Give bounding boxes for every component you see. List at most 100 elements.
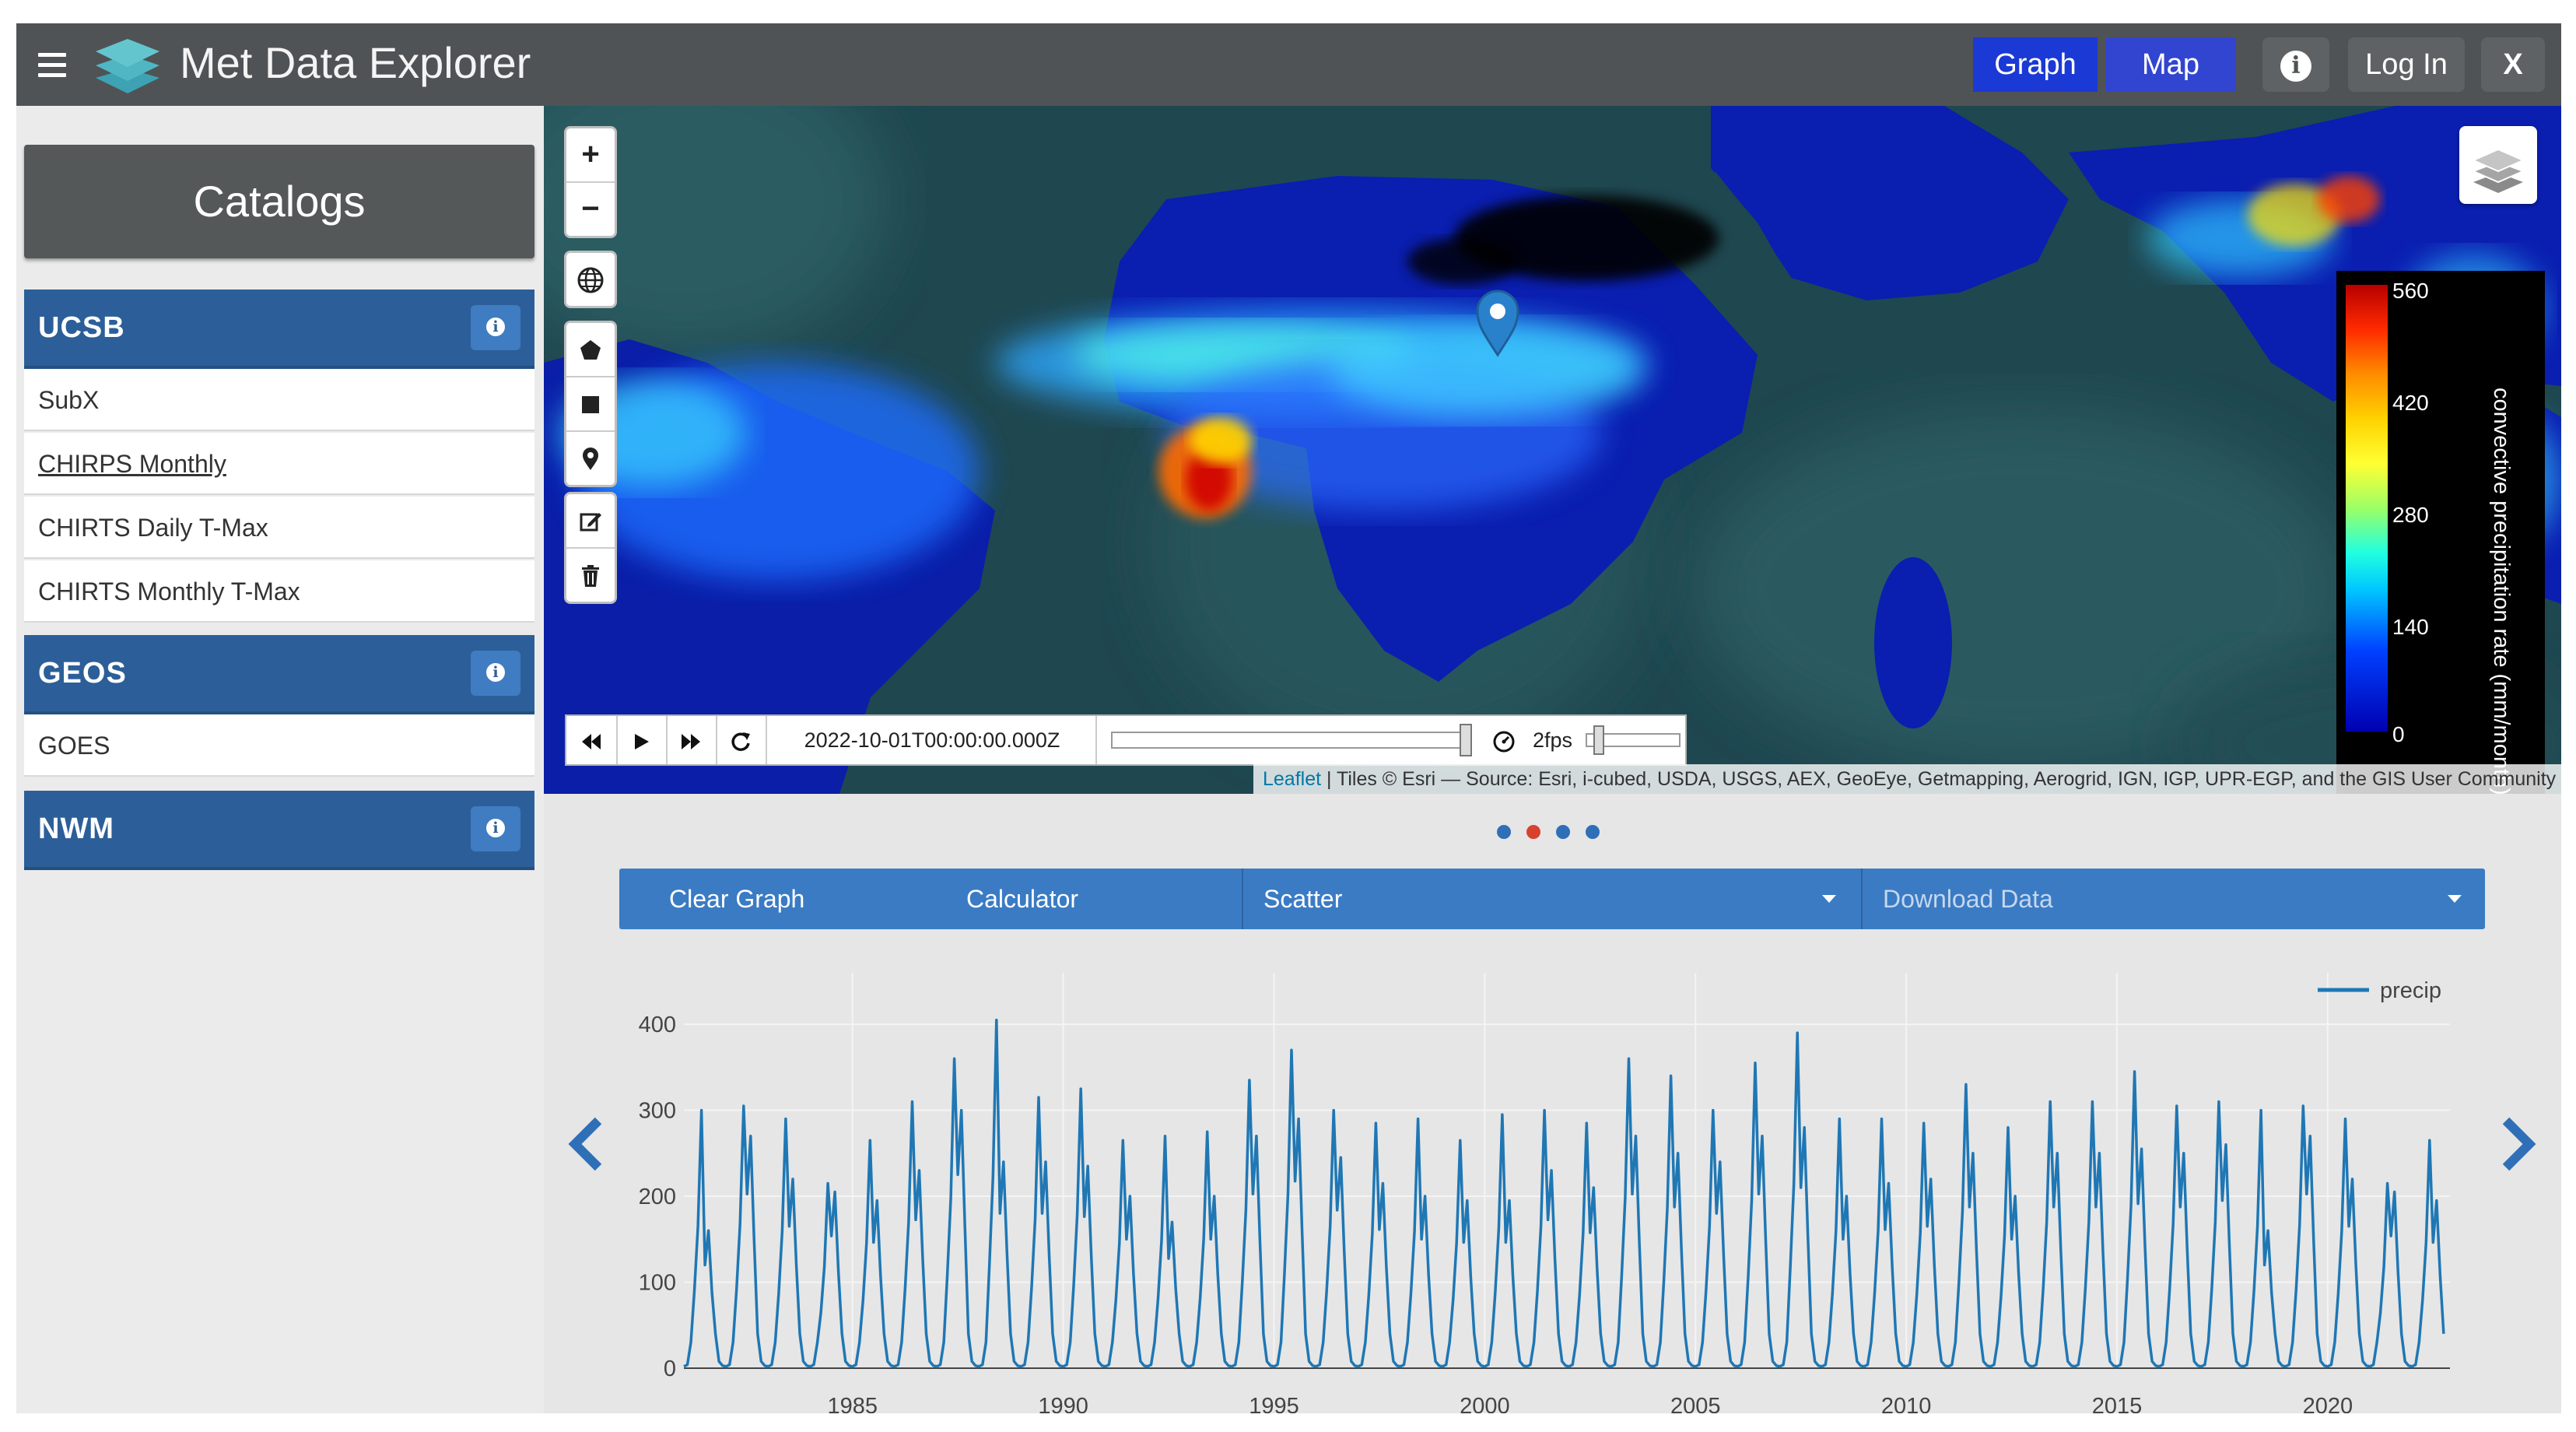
close-button[interactable]: X	[2481, 37, 2545, 92]
legend-tick: 420	[2392, 391, 2429, 415]
plot-type-select[interactable]: Scatter	[1242, 869, 1859, 929]
carousel-dot[interactable]	[1497, 825, 1511, 839]
trash-icon	[582, 565, 599, 588]
zoom-control: + −	[564, 126, 617, 238]
time-slider[interactable]	[1111, 732, 1469, 749]
catalog-header-nwm[interactable]: NWM i	[24, 791, 534, 870]
info-icon: i	[486, 318, 505, 336]
map-view[interactable]: + − 560 420	[544, 106, 2561, 794]
layers-icon	[2471, 148, 2525, 193]
catalog-item-goes[interactable]: GOES	[24, 714, 534, 777]
x-tick-label: 1990	[1038, 1394, 1088, 1413]
login-button[interactable]: Log In	[2348, 37, 2465, 92]
catalog-info-button[interactable]: i	[471, 305, 520, 350]
catalog-item-label: CHIRPS Monthly	[38, 450, 226, 478]
x-tick-label: 2015	[2092, 1394, 2143, 1413]
info-icon: i	[486, 819, 505, 837]
catalog-title: UCSB	[38, 311, 125, 344]
loop-button[interactable]	[716, 716, 767, 764]
x-tick-label: 1995	[1249, 1394, 1299, 1413]
catalog-item-chirts-daily[interactable]: CHIRTS Daily T-Max	[24, 497, 534, 559]
plot-type-value: Scatter	[1263, 885, 1343, 913]
y-tick-label: 0	[664, 1357, 676, 1381]
menu-icon[interactable]	[38, 47, 66, 82]
refresh-icon	[731, 732, 750, 752]
step-forward-button[interactable]	[666, 716, 717, 764]
edit-layers-button[interactable]	[566, 494, 615, 549]
draw-rectangle-button[interactable]	[566, 377, 615, 432]
info-icon: i	[486, 663, 505, 682]
zoom-in-button[interactable]: +	[566, 128, 615, 183]
catalog-header-geos[interactable]: GEOS i	[24, 635, 534, 714]
current-time-display[interactable]: 2022-10-01T00:00:00.000Z	[769, 716, 1097, 764]
x-tick-label: 2010	[1881, 1394, 1932, 1413]
catalog-info-button[interactable]: i	[471, 806, 520, 851]
graph-toolbar: Clear Graph Calculator Scatter Download …	[619, 869, 2485, 929]
rewind-icon	[582, 734, 601, 750]
catalog-item-chirps-monthly[interactable]: CHIRPS Monthly	[24, 433, 534, 495]
attribution-text: | Tiles © Esri — Source: Esri, i-cubed, …	[1321, 768, 2557, 790]
marker-icon	[583, 447, 598, 471]
y-tick-label: 400	[639, 1013, 676, 1037]
time-slider-handle[interactable]	[1460, 724, 1472, 756]
catalog-title: GEOS	[38, 657, 127, 690]
carousel-dot[interactable]	[1586, 825, 1600, 839]
map-attribution: Leaflet | Tiles © Esri — Source: Esri, i…	[1253, 764, 2561, 794]
speed-slider-handle[interactable]	[1593, 725, 1604, 755]
catalog-item-chirts-monthly[interactable]: CHIRTS Monthly T-Max	[24, 560, 534, 623]
x-tick-label: 2000	[1460, 1394, 1510, 1413]
chevron-left-icon[interactable]	[564, 1113, 611, 1175]
chevron-right-icon[interactable]	[2494, 1113, 2540, 1175]
colorbar-legend: 560 420 280 140 0 convective precipitati…	[2336, 271, 2545, 794]
speed-icon	[1492, 716, 1523, 764]
zoom-out-button[interactable]: −	[581, 191, 600, 226]
layers-button[interactable]	[2459, 126, 2537, 204]
x-tick-label: 2020	[2303, 1394, 2353, 1413]
y-tick-label: 100	[639, 1271, 676, 1296]
globe-button[interactable]	[566, 253, 615, 306]
x-tick-label: 2005	[1670, 1394, 1721, 1413]
calculator-button[interactable]: Calculator	[966, 885, 1079, 913]
carousel-dot-active[interactable]	[1526, 825, 1540, 839]
draw-toolbar	[564, 321, 617, 487]
info-button[interactable]: i	[2262, 37, 2329, 92]
catalog-item-subx[interactable]: SubX	[24, 369, 534, 431]
polygon-icon	[580, 340, 601, 360]
basemap-control	[564, 251, 617, 308]
location-pin-icon	[1476, 290, 1519, 357]
draw-polygon-button[interactable]	[566, 323, 615, 377]
edit-icon	[580, 513, 601, 532]
graph-panel: Clear Graph Calculator Scatter Download …	[544, 794, 2561, 1413]
top-navbar: Met Data Explorer Graph Map i Log In X	[16, 23, 2561, 106]
catalog-info-button[interactable]: i	[471, 651, 520, 696]
precip-series-line	[683, 1018, 2445, 1368]
download-data-select[interactable]: Download Data	[1861, 869, 2485, 929]
legend-tick: 560	[2392, 279, 2429, 303]
catalogs-button[interactable]: Catalogs	[24, 145, 534, 258]
legend-title-text: convective precipitation rate (mm/month)	[2489, 388, 2514, 794]
clear-graph-button[interactable]: Clear Graph	[669, 885, 805, 913]
catalog-header-ucsb[interactable]: UCSB i	[24, 290, 534, 369]
draw-marker-button[interactable]	[566, 432, 615, 485]
catalog-title: NWM	[38, 813, 114, 845]
fps-label: 2fps	[1533, 728, 1573, 752]
map-button[interactable]: Map	[2105, 37, 2236, 92]
chevron-down-icon	[1822, 895, 1836, 903]
speed-slider[interactable]	[1586, 733, 1681, 747]
info-icon: i	[2280, 50, 2311, 82]
legend-label: precip	[2380, 978, 2441, 1003]
carousel-dot[interactable]	[1556, 825, 1570, 839]
time-dimension-control: 2022-10-01T00:00:00.000Z 2fps	[565, 714, 1687, 766]
step-back-button[interactable]	[566, 716, 618, 764]
play-icon	[635, 734, 649, 750]
play-button[interactable]	[616, 716, 668, 764]
carousel-indicators	[1497, 825, 1615, 843]
delete-layers-button[interactable]	[566, 549, 615, 602]
graph-button[interactable]: Graph	[1973, 37, 2098, 92]
x-tick-label: 1985	[827, 1394, 878, 1413]
legend-tick: 140	[2392, 615, 2429, 639]
rectangle-icon	[582, 396, 599, 414]
time-series-chart[interactable]: 0 100 200 300 400 1985 1990 1995 2000 2005 2010 201…	[544, 794, 2561, 1413]
leaflet-link[interactable]: Leaflet	[1263, 768, 1322, 790]
y-tick-label: 300	[639, 1099, 676, 1124]
